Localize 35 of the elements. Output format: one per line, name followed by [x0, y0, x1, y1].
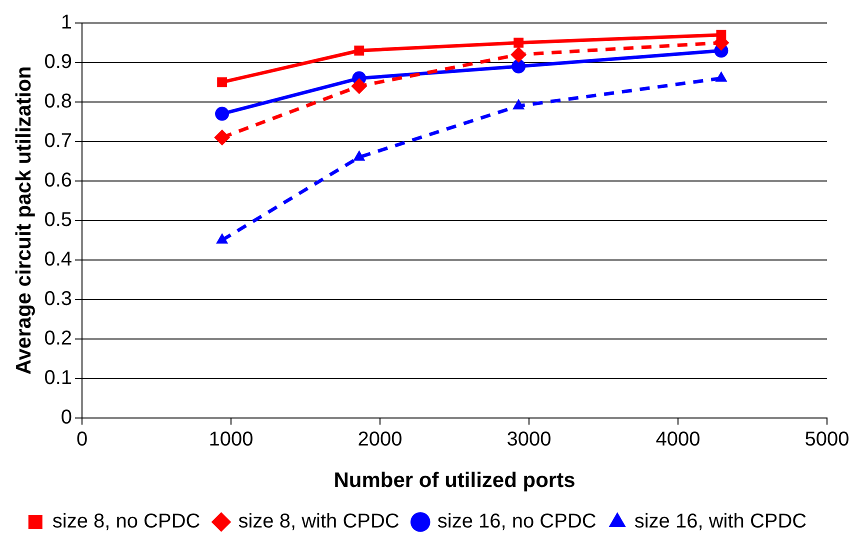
y-tick-label: 0.5 — [44, 208, 72, 231]
y-tick-label: 0 — [60, 406, 72, 428]
x-tick-label: 4000 — [656, 428, 700, 450]
x-tick-label: 3000 — [506, 428, 552, 450]
y-tick-label: 0.1 — [44, 366, 72, 389]
x-tick-label: 0 — [76, 428, 88, 450]
point — [354, 46, 364, 56]
point — [510, 46, 527, 63]
x-tick-label: 1000 — [208, 428, 254, 450]
point — [215, 106, 230, 121]
y-axis-title: Average circuit pack utilization — [12, 66, 36, 375]
point — [216, 233, 228, 244]
point — [514, 38, 524, 48]
x-tick-label: 2000 — [358, 428, 402, 450]
y-tick-label: 0.2 — [44, 327, 72, 350]
legend-label: size 16, with CPDC — [634, 510, 807, 533]
y-tick-label: 0.8 — [44, 90, 72, 112]
y-tick-label: 0.9 — [44, 50, 72, 73]
y-tick-label: 0.4 — [44, 248, 72, 270]
legend-label: size 16, no CPDC — [437, 510, 596, 533]
point — [351, 78, 368, 94]
point — [512, 98, 525, 110]
y-tick-label: 0.7 — [44, 130, 72, 152]
point — [512, 59, 526, 74]
x-tick-label: 5000 — [804, 428, 850, 450]
point — [353, 150, 366, 161]
x-axis-title: Number of utilized ports — [334, 469, 576, 492]
point — [716, 30, 726, 40]
y-tick-label: 0.3 — [44, 288, 72, 310]
legend-label: size 8, no CPDC — [52, 510, 200, 533]
y-tick-label: 1 — [60, 12, 72, 34]
y-tick-label: 0.6 — [44, 169, 72, 192]
legend-label: size 8, with CPDC — [238, 510, 400, 533]
point — [217, 77, 228, 88]
point — [214, 129, 230, 146]
